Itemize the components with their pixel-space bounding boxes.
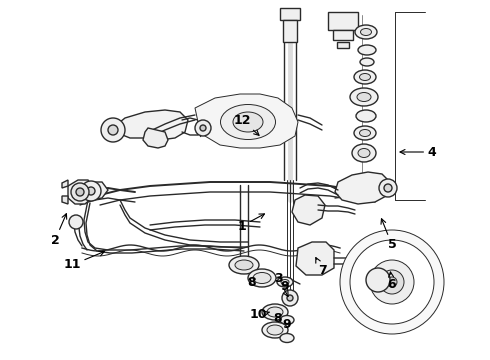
- Bar: [333, 30, 353, 40]
- Polygon shape: [62, 180, 68, 188]
- Ellipse shape: [280, 333, 294, 342]
- Ellipse shape: [262, 304, 288, 320]
- Bar: [337, 42, 349, 48]
- Circle shape: [350, 240, 434, 324]
- Ellipse shape: [267, 325, 283, 335]
- Text: 6: 6: [388, 272, 396, 292]
- Ellipse shape: [358, 148, 370, 158]
- Circle shape: [379, 179, 397, 197]
- Text: 4: 4: [400, 145, 437, 158]
- Ellipse shape: [360, 130, 370, 136]
- Text: 8: 8: [274, 311, 282, 324]
- Circle shape: [200, 125, 206, 131]
- Ellipse shape: [357, 93, 371, 102]
- Ellipse shape: [350, 88, 378, 106]
- Circle shape: [87, 187, 95, 195]
- Ellipse shape: [220, 104, 275, 139]
- Ellipse shape: [280, 315, 294, 324]
- Text: 9: 9: [281, 279, 289, 292]
- Text: 11: 11: [63, 251, 104, 271]
- Ellipse shape: [352, 144, 376, 162]
- Polygon shape: [296, 242, 334, 275]
- Ellipse shape: [253, 273, 271, 284]
- Ellipse shape: [262, 322, 288, 338]
- Circle shape: [71, 183, 89, 201]
- Bar: [280, 8, 300, 20]
- Text: 10: 10: [249, 309, 270, 321]
- Circle shape: [340, 230, 444, 334]
- Ellipse shape: [356, 110, 376, 122]
- Circle shape: [101, 118, 125, 142]
- Polygon shape: [335, 172, 390, 204]
- Text: 9: 9: [283, 318, 292, 330]
- Ellipse shape: [354, 126, 376, 140]
- Polygon shape: [110, 110, 188, 140]
- Text: 3: 3: [274, 271, 288, 297]
- Ellipse shape: [361, 28, 371, 36]
- Polygon shape: [292, 195, 325, 225]
- Ellipse shape: [235, 260, 253, 270]
- Circle shape: [76, 188, 84, 196]
- Ellipse shape: [229, 256, 259, 274]
- Ellipse shape: [360, 73, 370, 81]
- Bar: [328, 12, 358, 30]
- Circle shape: [282, 290, 298, 306]
- Circle shape: [81, 181, 101, 201]
- Ellipse shape: [248, 269, 276, 287]
- Circle shape: [108, 125, 118, 135]
- Ellipse shape: [233, 112, 263, 132]
- Circle shape: [370, 260, 414, 304]
- Ellipse shape: [354, 70, 376, 84]
- Circle shape: [380, 270, 404, 294]
- Polygon shape: [62, 196, 68, 204]
- Text: 8: 8: [247, 275, 256, 288]
- Text: 5: 5: [381, 219, 396, 252]
- Text: 1: 1: [238, 214, 265, 233]
- Ellipse shape: [360, 58, 374, 66]
- Polygon shape: [195, 94, 298, 148]
- Ellipse shape: [267, 307, 283, 317]
- Circle shape: [366, 268, 390, 292]
- Polygon shape: [80, 182, 108, 200]
- Circle shape: [195, 120, 211, 136]
- Ellipse shape: [358, 45, 376, 55]
- Ellipse shape: [277, 277, 293, 287]
- Text: 7: 7: [316, 258, 326, 276]
- Ellipse shape: [355, 25, 377, 39]
- Ellipse shape: [281, 279, 289, 284]
- Circle shape: [69, 215, 83, 229]
- Circle shape: [387, 277, 397, 287]
- Text: 12: 12: [233, 113, 259, 135]
- Circle shape: [287, 295, 293, 301]
- Circle shape: [384, 184, 392, 192]
- Polygon shape: [143, 128, 168, 148]
- Text: 2: 2: [50, 214, 67, 247]
- Polygon shape: [68, 180, 92, 204]
- Bar: [283, 20, 297, 42]
